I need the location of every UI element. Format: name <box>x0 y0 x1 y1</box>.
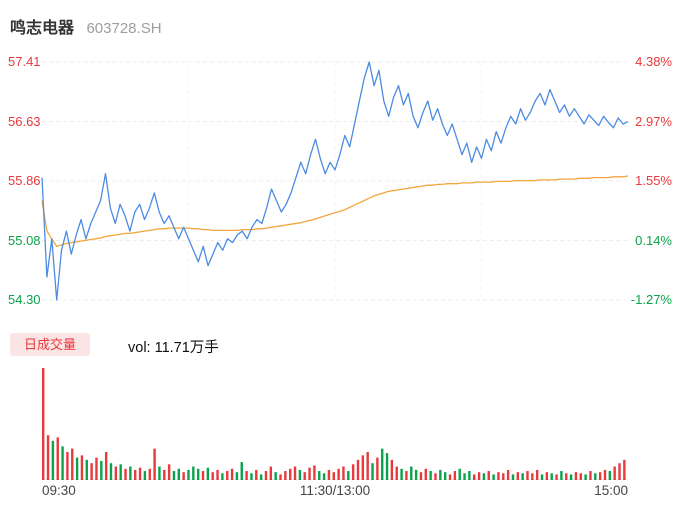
time-label-open: 09:30 <box>42 483 76 498</box>
axis-label-percent-3: 0.14% <box>635 232 672 248</box>
time-label-close: 15:00 <box>594 483 628 498</box>
axis-label-percent-0: 4.38% <box>635 54 672 69</box>
volume-chart-canvas[interactable] <box>42 366 628 480</box>
axis-label-percent-2: 1.55% <box>635 173 672 188</box>
axis-label-percent-4: -1.27% <box>630 292 672 307</box>
percent-axis-right: 4.38% 2.97% 1.55% 0.14% -1.27% <box>622 54 672 307</box>
stock-code: 603728.SH <box>86 20 162 37</box>
axis-label-price-0: 57.41 <box>8 54 41 69</box>
axis-label-price-4: 54.30 <box>8 292 41 307</box>
axis-label-price-3: 55.08 <box>8 232 41 248</box>
header: 鸣志电器 603728.SH <box>10 14 162 38</box>
time-axis: 09:30 11:30/13:00 15:00 <box>42 483 628 501</box>
volume-tab-badge[interactable]: 日成交量 <box>10 333 91 356</box>
axis-label-price-2: 55.86 <box>8 173 41 188</box>
axis-label-price-1: 56.63 <box>8 113 41 129</box>
axis-label-percent-1: 2.97% <box>635 113 672 129</box>
stock-name: 鸣志电器 <box>10 20 75 37</box>
volume-total-label: vol: 11.71万手 <box>128 340 219 356</box>
time-label-midday: 11:30/13:00 <box>299 483 371 498</box>
price-chart-canvas[interactable] <box>41 61 629 301</box>
price-axis-left: 57.41 56.63 55.86 55.08 54.30 <box>8 54 44 307</box>
